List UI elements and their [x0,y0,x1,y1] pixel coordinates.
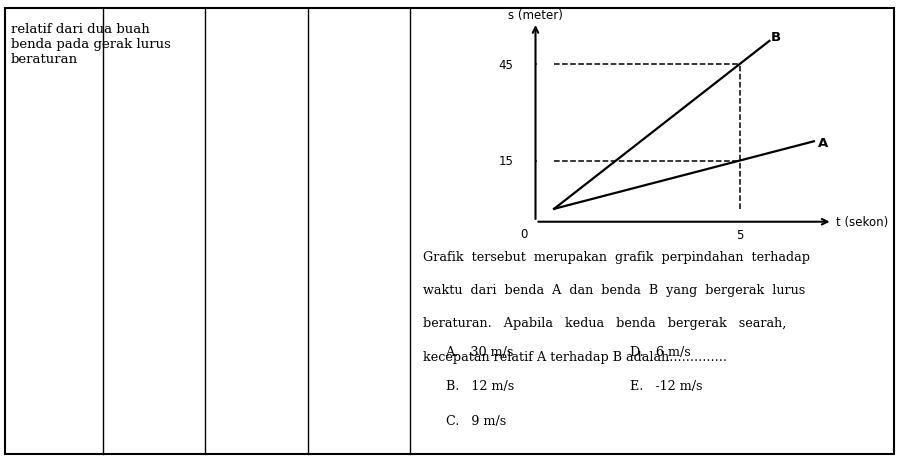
Text: 15: 15 [499,155,513,168]
Text: s (meter): s (meter) [508,9,562,22]
Text: relatif dari dua buah
benda pada gerak lurus
beraturan: relatif dari dua buah benda pada gerak l… [11,23,171,66]
Text: beraturan.   Apabila   kedua   benda   bergerak   searah,: beraturan. Apabila kedua benda bergerak … [423,317,787,330]
Text: 5: 5 [736,229,743,242]
Text: Grafik  tersebut  merupakan  grafik  perpindahan  terhadap: Grafik tersebut merupakan grafik perpind… [423,250,810,263]
Text: A: A [817,137,828,150]
Text: waktu  dari  benda  A  dan  benda  B  yang  bergerak  lurus: waktu dari benda A dan benda B yang berg… [423,283,806,296]
Text: A.   30 m/s: A. 30 m/s [446,345,514,358]
Text: kecepatan relatif A terhadap B adalah..............: kecepatan relatif A terhadap B adalah...… [423,350,727,363]
Text: C.   9 m/s: C. 9 m/s [446,414,506,427]
Text: D.   6 m/s: D. 6 m/s [630,345,691,358]
Text: B.   12 m/s: B. 12 m/s [446,380,514,393]
Text: 45: 45 [499,58,513,71]
Text: 0: 0 [521,227,528,240]
Text: B: B [771,31,781,44]
Text: t (sekon): t (sekon) [836,216,888,229]
Text: E.   -12 m/s: E. -12 m/s [630,380,703,393]
